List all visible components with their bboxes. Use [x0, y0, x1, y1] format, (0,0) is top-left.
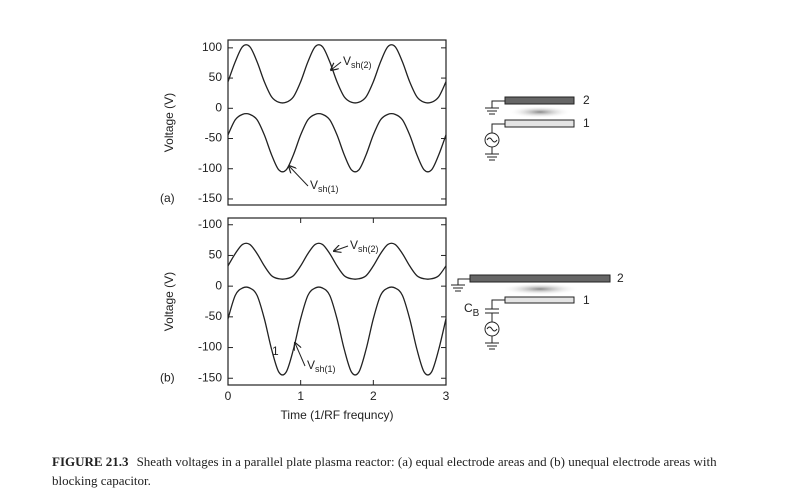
electrode-label: 2	[617, 271, 624, 285]
y-tick-label: 0	[215, 278, 222, 292]
y-tick-label: -150	[198, 191, 222, 205]
electrode-label: 1	[583, 293, 590, 307]
y-axis-label: Voltage (V)	[162, 93, 176, 152]
annotation: Vsh(1)	[310, 178, 339, 194]
annotation-arrow	[295, 343, 306, 367]
y-tick-label: -100	[198, 161, 222, 175]
annotation-sub: sh(2)	[358, 244, 379, 254]
y-tick-label: 50	[209, 70, 223, 84]
y-tick-label: -50	[205, 309, 223, 323]
x-axis-label: Time (1/RF frequncy)	[281, 408, 394, 422]
panel-label: (a)	[160, 191, 175, 205]
annotation-main: V	[343, 54, 351, 68]
annotation-sub: sh(2)	[351, 60, 372, 70]
caption-text: Sheath voltages in a parallel plate plas…	[52, 454, 717, 488]
plot-frame	[227, 217, 447, 386]
capacitor-label-sub: B	[473, 308, 480, 319]
annotation-arrow	[331, 61, 342, 70]
annotation-main: V	[350, 238, 358, 252]
x-tick-label: 3	[443, 389, 450, 403]
annotation-main: 1	[272, 344, 279, 358]
plot-frame	[227, 39, 447, 206]
y-axis-label: Voltage (V)	[162, 272, 176, 331]
series-line	[227, 44, 447, 104]
annotation: 1	[272, 344, 279, 358]
x-tick-label: 1	[297, 389, 304, 403]
diagram-a: 2 1	[484, 93, 590, 161]
series-line	[227, 286, 447, 376]
y-tick-label: 100	[202, 40, 222, 54]
annotation-main: V	[310, 178, 318, 192]
annotation-sub: sh(1)	[315, 364, 336, 374]
diagram-b: 2 1 CB	[451, 271, 624, 350]
caption: FIGURE 21.3 Sheath voltages in a parallel…	[52, 452, 752, 490]
y-tick-label: 50	[209, 248, 223, 262]
series-line	[227, 113, 447, 173]
y-tick-label: -150	[198, 370, 222, 384]
annotation: Vsh(1)	[307, 358, 336, 374]
electrode-label: 2	[583, 93, 590, 107]
annotation-arrow	[334, 246, 349, 251]
annotation-main: V	[307, 358, 315, 372]
panel-label: (b)	[160, 370, 175, 384]
y-tick-label: -100	[198, 217, 222, 231]
annotation-sub: sh(1)	[318, 184, 339, 194]
caption-label: FIGURE 21.3	[52, 454, 129, 469]
annotation: Vsh(2)	[350, 238, 379, 254]
annotation-arrow	[289, 166, 309, 187]
capacitor-label: CB	[464, 301, 480, 318]
y-tick-label: -50	[205, 131, 223, 145]
y-tick-label: -100	[198, 340, 222, 354]
capacitor-label-main: C	[464, 301, 473, 315]
x-tick-label: 0	[225, 389, 232, 403]
series-line	[227, 242, 447, 280]
x-tick-label: 2	[370, 389, 377, 403]
electrode-label: 1	[583, 116, 590, 130]
annotation: Vsh(2)	[343, 54, 372, 70]
y-tick-label: 0	[215, 100, 222, 114]
